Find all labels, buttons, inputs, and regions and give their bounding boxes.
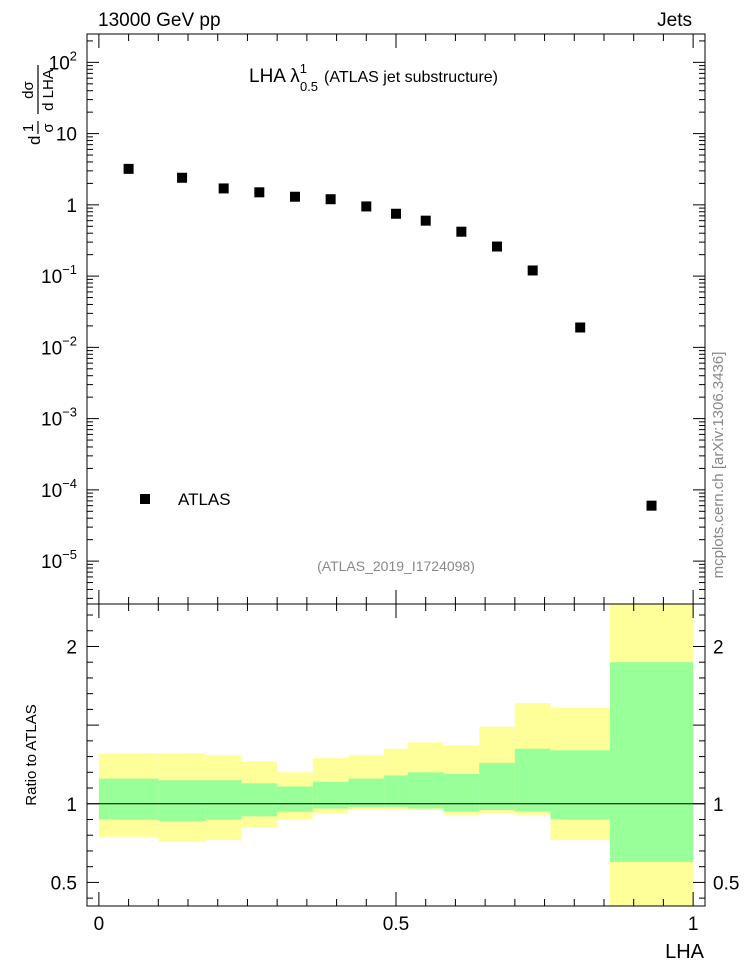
x-tick-label: 1	[688, 914, 699, 935]
ratio-y-tick-label-right: 2	[713, 637, 724, 658]
analysis-id: (ATLAS_2019_I1724098)	[317, 558, 475, 574]
inner-band-bin	[550, 750, 610, 820]
data-point	[325, 194, 336, 205]
main-y-tick-label: 10−4	[41, 476, 77, 502]
inner-band-bin	[514, 748, 551, 812]
main-y-tick-label: 1	[66, 196, 77, 217]
data-point	[420, 215, 431, 226]
data-point	[289, 191, 300, 202]
ratio-y-tick-label-right: 1	[713, 795, 724, 816]
ratio-bands	[98, 604, 694, 906]
inner-band-bin	[479, 762, 515, 811]
x-tick-label: 0	[94, 914, 105, 935]
x-axis-label: LHA	[665, 941, 705, 963]
inner-band-bin	[205, 780, 242, 820]
data-point	[254, 187, 265, 198]
inner-band-bin	[348, 778, 385, 807]
inner-band-bin	[241, 783, 278, 817]
ratio-y-tick-label: 2	[66, 637, 77, 658]
data-point	[391, 208, 401, 219]
ratio-x-ticks: 0 0.5 1	[94, 604, 699, 935]
side-label: mcplots.cern.ch [arXiv:1306.3436]	[710, 352, 727, 579]
legend-marker-atlas	[140, 494, 150, 504]
inner-band-bin	[158, 780, 206, 822]
main-y-tick-label: 10−5	[41, 547, 77, 573]
data-point	[218, 183, 229, 194]
main-y-tick-label: 10	[56, 125, 77, 146]
data-points	[123, 163, 657, 511]
title-sup: 1	[300, 61, 307, 76]
main-y-tick-label: 10−1	[41, 262, 77, 288]
header-right: Jets	[657, 10, 692, 31]
main-y-label: d 1 σ dσ d LHA	[20, 65, 57, 145]
inner-band-bin	[384, 775, 408, 807]
legend: ATLAS	[140, 490, 231, 509]
inner-band-bin	[407, 772, 444, 809]
inner-band-bin	[609, 662, 694, 862]
ratio-panel: 0.5 0.51 12 2 0 0.5 1 Ratio to ATLAS LHA	[23, 603, 739, 963]
title-main: LHA λ	[249, 66, 300, 87]
data-point	[456, 226, 467, 237]
ylabel-d-left: d	[25, 136, 44, 145]
data-point	[123, 163, 134, 174]
ratio-y-tick-label: 0.5	[51, 873, 77, 894]
main-y-tick-label: 10−3	[41, 405, 77, 431]
data-point	[646, 500, 657, 511]
data-point	[177, 172, 188, 183]
ratio-y-ticks: 0.5 0.5 1 1 2 2	[51, 614, 739, 899]
ylabel-sigma: σ	[40, 123, 57, 133]
inner-band-bin	[98, 778, 159, 820]
plot-title: LHA λ1 0.5 (ATLAS jet substructure)	[249, 61, 498, 94]
legend-label-atlas: ATLAS	[178, 490, 231, 509]
title-rest: (ATLAS jet substructure)	[324, 69, 498, 86]
ylabel-dlha: d LHA	[40, 69, 57, 111]
ylabel-one: 1	[20, 124, 37, 132]
header-left: 13000 GeV pp	[98, 10, 221, 31]
ratio-y-tick-label-right: 0.5	[713, 873, 739, 894]
inner-band-bin	[443, 773, 480, 812]
title-sub: 0.5	[300, 79, 318, 94]
main-y-tick-label: 102	[49, 48, 77, 74]
inner-band-bin	[312, 781, 349, 809]
data-point	[527, 265, 538, 276]
inner-band-bin	[277, 786, 313, 812]
data-point	[575, 322, 586, 333]
ylabel-dsigma: dσ	[20, 80, 37, 98]
ratio-y-tick-label: 1	[66, 795, 77, 816]
x-tick-label: 0.5	[383, 914, 409, 935]
data-point	[492, 241, 503, 252]
main-y-tick-label: 10−2	[41, 333, 77, 359]
ratio-y-label: Ratio to ATLAS	[23, 704, 40, 805]
main-y-ticks: 10−5 10−4 10−3 10−2 10−1 1 10 102	[41, 34, 705, 604]
data-point	[361, 201, 372, 212]
main-frame	[86, 33, 706, 605]
